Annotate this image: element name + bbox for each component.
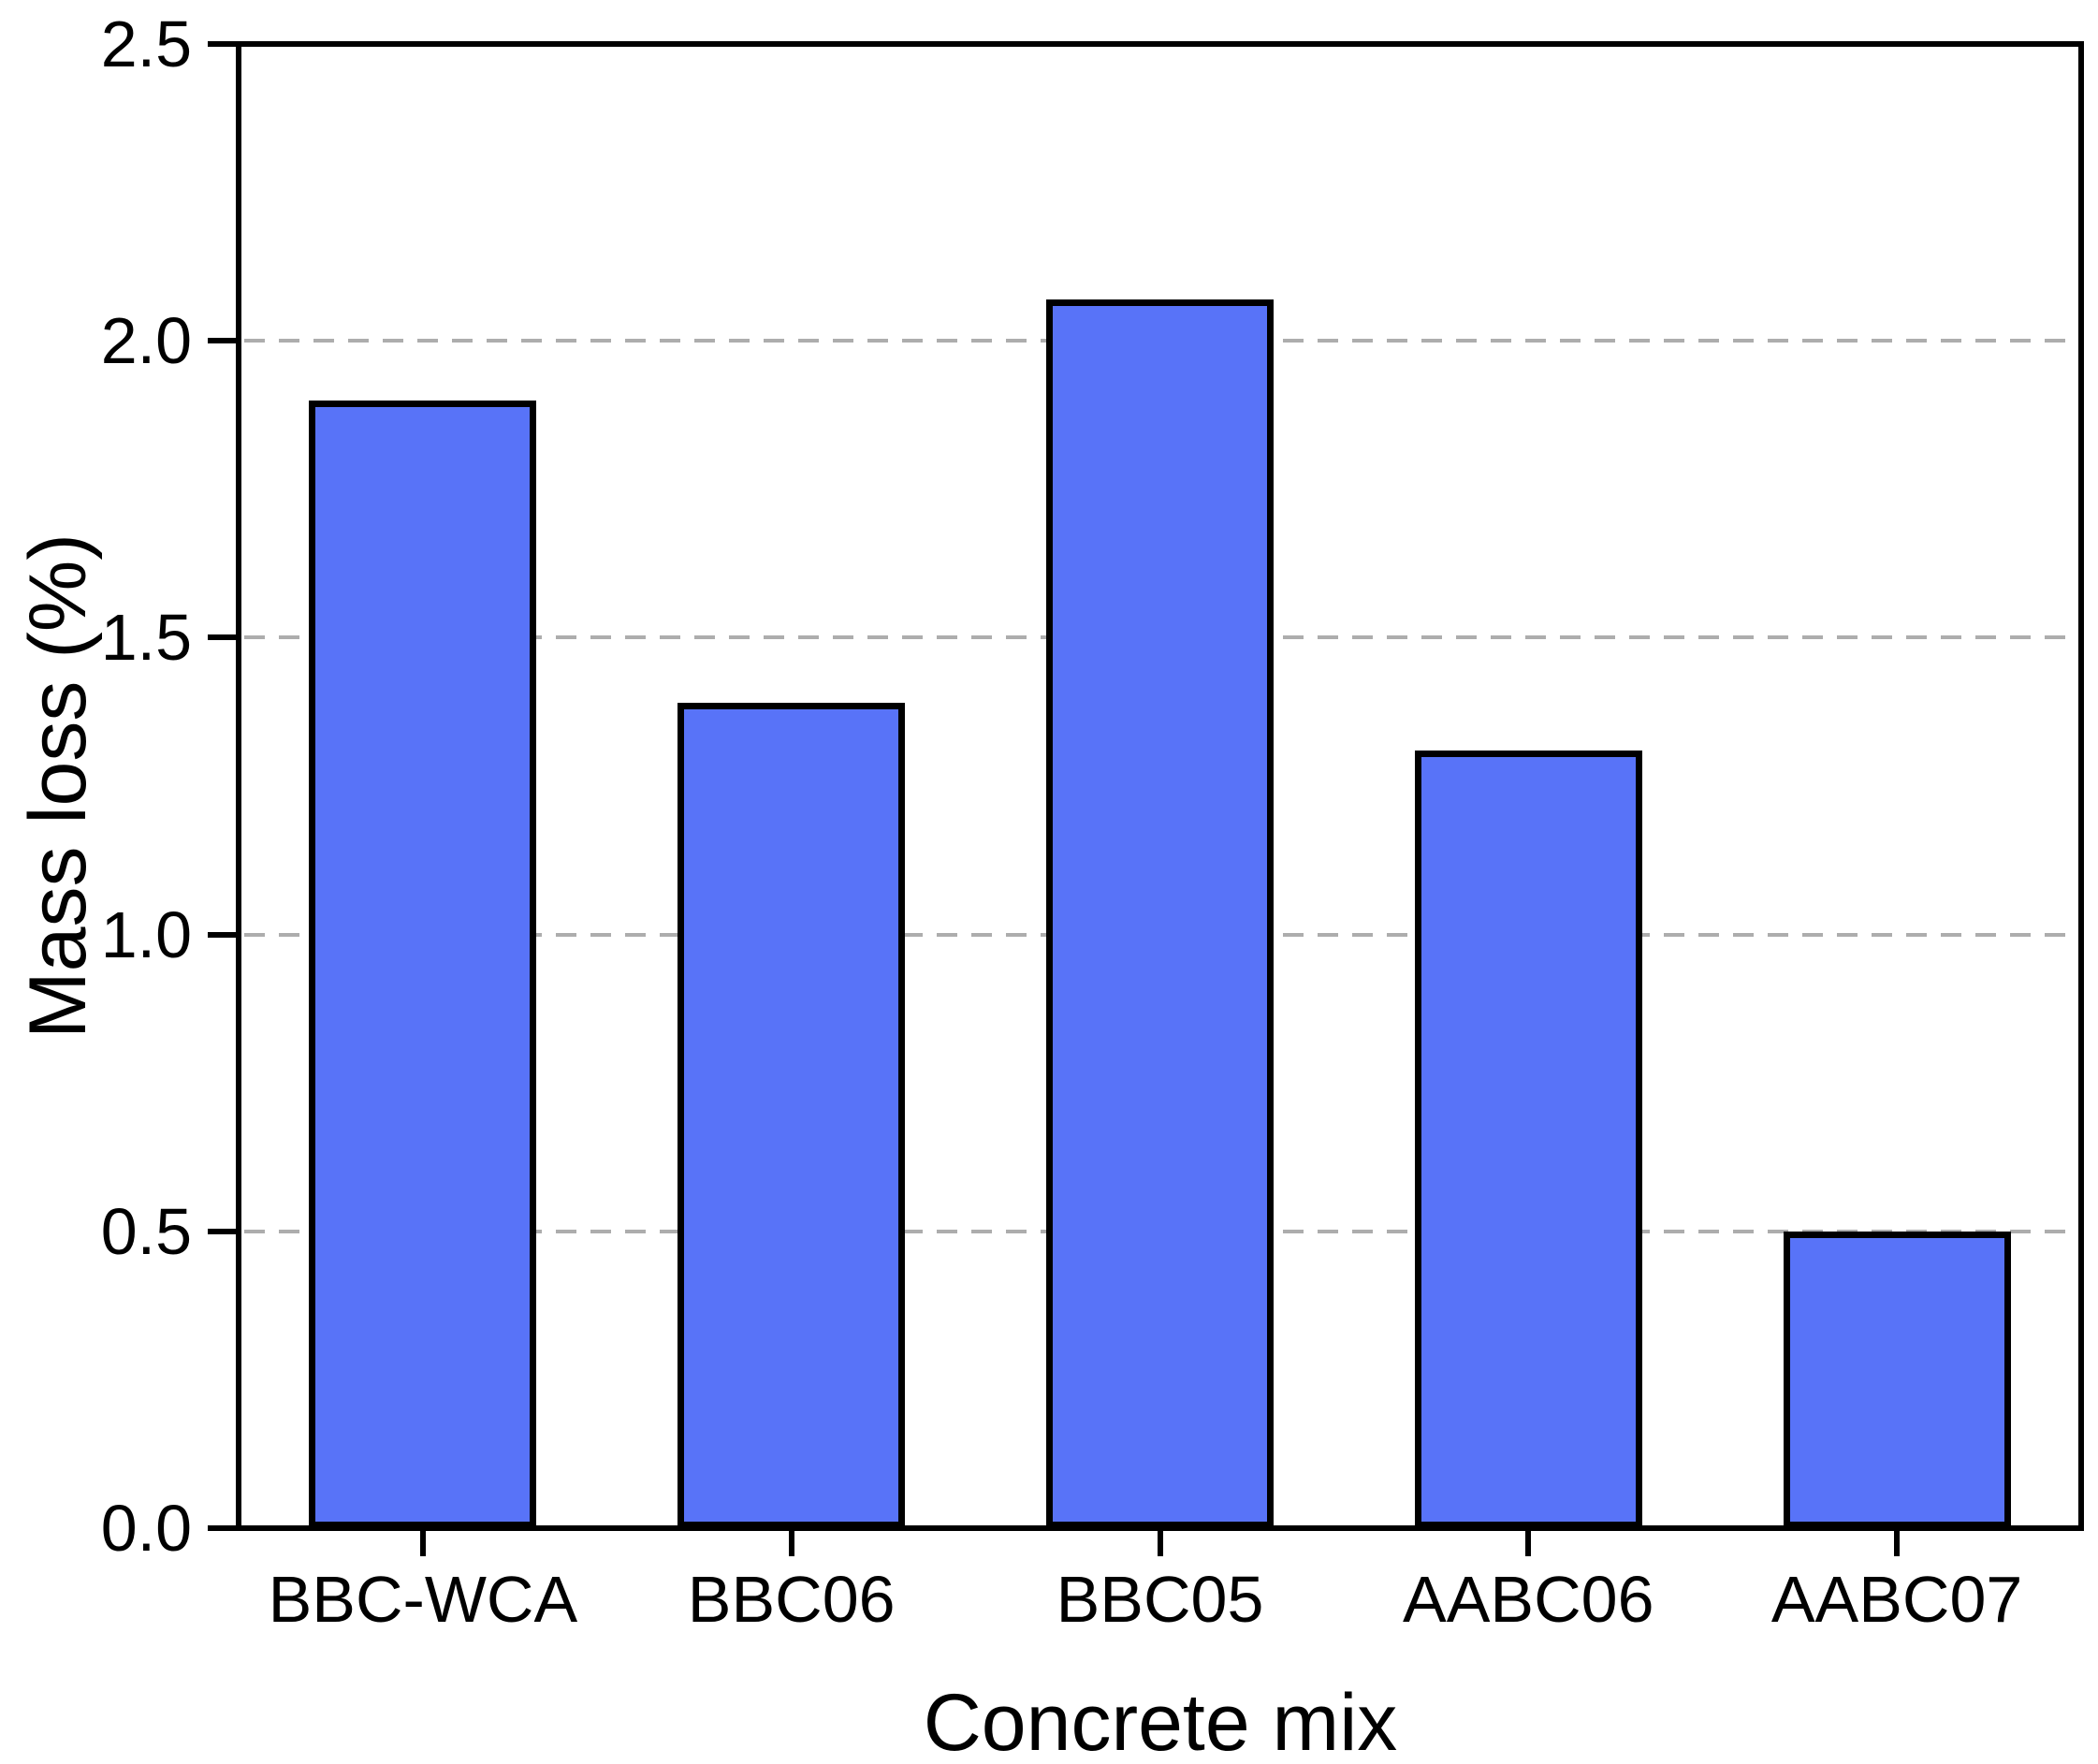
bar-AABC07: [1783, 1231, 2011, 1528]
bar-BBC06: [677, 703, 906, 1528]
y-tick-label: 0.0: [100, 1492, 192, 1565]
y-axis-tick: [208, 1525, 239, 1531]
bar-BBC05: [1046, 299, 1274, 1528]
bar-BBC-WCA: [309, 400, 537, 1528]
y-tick-label: 1.5: [100, 601, 192, 675]
y-axis-tick: [208, 338, 239, 344]
x-axis-tick: [419, 1528, 426, 1556]
y-axis-tick: [208, 1228, 239, 1234]
x-tick-label: BBC-WCA: [268, 1563, 578, 1636]
x-axis-title: Concrete mix: [923, 1678, 1398, 1764]
x-axis-tick: [1157, 1528, 1163, 1556]
y-axis-tick: [208, 931, 239, 938]
y-tick-label: 2.0: [100, 304, 192, 378]
x-axis-tick: [1894, 1528, 1901, 1556]
x-tick-label: BBC06: [687, 1563, 896, 1636]
y-axis-tick: [208, 634, 239, 641]
x-tick-label: AABC06: [1403, 1563, 1654, 1636]
y-tick-label: 0.5: [100, 1194, 192, 1268]
x-axis-tick: [788, 1528, 794, 1556]
plot-border-box: [236, 41, 2084, 1531]
bar-AABC06: [1414, 750, 1642, 1528]
y-tick-label: 2.5: [100, 7, 192, 80]
x-tick-label: BBC05: [1056, 1563, 1264, 1636]
x-tick-label: AABC07: [1770, 1563, 2023, 1636]
y-tick-label: 1.0: [100, 897, 192, 971]
y-axis-tick: [208, 41, 239, 47]
x-axis-tick: [1525, 1528, 1532, 1556]
